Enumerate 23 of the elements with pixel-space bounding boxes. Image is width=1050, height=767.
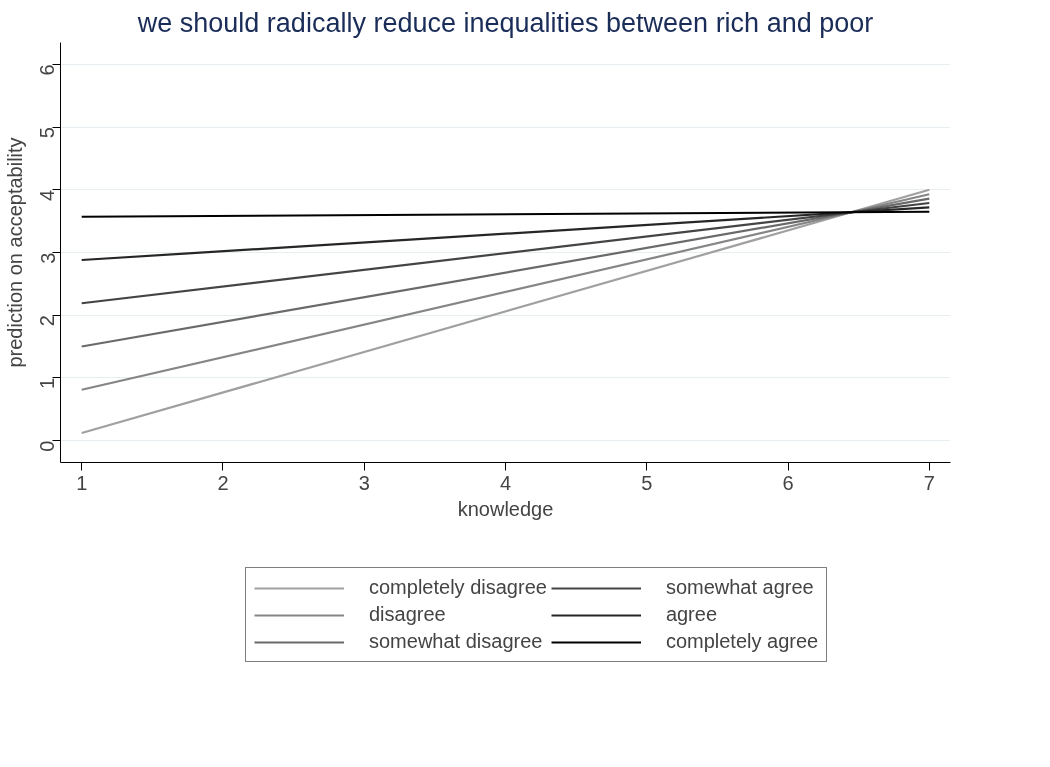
legend-label: completely agree [665,630,819,653]
legend-label: agree [665,603,718,626]
x-tick-label: 1 [76,471,88,494]
y-tick-label: 6 [36,64,59,76]
x-axis-title: knowledge [457,497,554,520]
x-tick-label: 2 [217,471,229,494]
legend-label: disagree [369,603,446,626]
y-tick-label: 3 [36,252,59,264]
y-tick-label: 2 [36,315,59,327]
legend-label: somewhat disagree [369,630,543,653]
y-tick-label: 4 [36,189,59,201]
x-tick-label: 3 [358,471,370,494]
chart-title: we should radically reduce inequalities between rich and poor [136,7,874,38]
y-tick-label: 0 [36,440,59,452]
y-tick-label: 5 [36,127,59,139]
x-tick-label: 6 [782,471,794,494]
legend-label: somewhat agree [665,576,814,599]
x-tick-label: 7 [923,471,935,494]
x-tick-label: 5 [641,471,653,494]
legend-label: completely disagree [369,576,547,599]
x-tick-label: 4 [499,471,512,494]
y-axis-title: prediction on acceptability [3,137,26,368]
y-tick-label: 1 [36,377,59,389]
